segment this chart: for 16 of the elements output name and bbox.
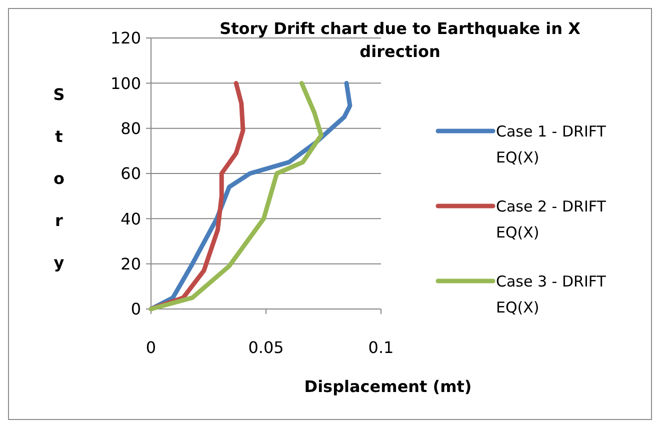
y-tick-label: 100 xyxy=(110,74,141,93)
y-tick-label: 40 xyxy=(120,209,141,228)
y-tick-label: 60 xyxy=(120,164,141,184)
legend-label: Case 2 - DRIFT EQ(X) xyxy=(496,197,607,242)
y-tick-label: 80 xyxy=(120,118,141,138)
x-tick-label: 0 xyxy=(146,338,156,357)
legend-label: Case 3 - DRIFT EQ(X) xyxy=(496,272,607,316)
chart-title: Story Drift chart due to Earthquake in X direction xyxy=(220,19,582,61)
y-tick-label: 20 xyxy=(120,254,141,274)
x-tick-label: 0.1 xyxy=(368,338,394,357)
text: Story xyxy=(53,85,65,272)
x-axis-title: Displacement (mt) xyxy=(304,377,472,396)
y-tick-label: 120 xyxy=(110,28,141,48)
x-tick-label: 0.05 xyxy=(248,338,284,357)
y-tick-label: 0 xyxy=(130,300,141,319)
legend-label: Case 1 - DRIFT EQ(X) xyxy=(496,122,607,166)
